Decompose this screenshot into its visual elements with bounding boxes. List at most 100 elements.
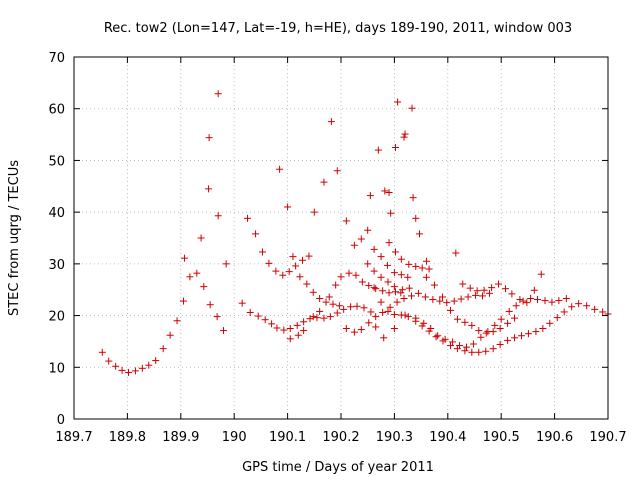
data-point [511, 314, 519, 322]
data-point [441, 335, 449, 343]
data-point [390, 325, 398, 332]
data-point [404, 273, 412, 281]
data-point [391, 288, 399, 296]
data-point [583, 302, 591, 310]
data-point [390, 269, 398, 277]
data-point [367, 308, 375, 316]
data-point [357, 235, 365, 243]
data-point [379, 308, 387, 316]
data-point [385, 289, 393, 297]
data-point [459, 280, 467, 288]
data-point [472, 291, 480, 299]
x-axis-label: GPS time / Days of year 2011 [242, 460, 434, 475]
data-point [179, 297, 187, 305]
data-point [534, 296, 542, 304]
data-point [268, 320, 276, 328]
data-point [429, 296, 437, 304]
data-point [391, 248, 399, 256]
data-point [591, 305, 599, 313]
y-tick-label: 70 [48, 51, 65, 66]
data-point [488, 284, 496, 292]
y-axis-label: STEC from uqrg / TECUs [7, 160, 22, 316]
data-point [446, 342, 454, 350]
x-tick-label: 190.5 [483, 430, 520, 445]
data-point [397, 255, 405, 263]
data-point [427, 325, 435, 332]
data-point [434, 332, 442, 340]
data-point [394, 98, 402, 106]
data-point [468, 321, 476, 329]
data-point [316, 307, 324, 315]
data-point [374, 146, 382, 154]
data-point [446, 306, 454, 314]
x-tick-label: 190.3 [376, 430, 413, 445]
data-point [418, 264, 426, 272]
data-point [482, 329, 490, 337]
data-point [523, 299, 531, 307]
data-point [380, 334, 388, 342]
data-point [244, 214, 252, 222]
data-point [345, 269, 353, 277]
data-point [464, 293, 472, 301]
data-point [420, 319, 428, 327]
data-point [383, 261, 391, 269]
data-point [384, 307, 392, 315]
data-point [412, 262, 420, 270]
data-point [453, 315, 461, 323]
data-point [414, 289, 422, 297]
data-point [246, 308, 254, 316]
data-point [309, 313, 317, 321]
data-point [214, 90, 222, 98]
data-point [325, 293, 333, 301]
data-point [152, 357, 160, 365]
data-point [186, 273, 194, 281]
data-point [296, 273, 304, 281]
data-point [401, 130, 409, 138]
data-point [400, 295, 408, 303]
y-tick-labels: 0 10 20 30 40 50 60 70 [48, 51, 65, 428]
data-point [401, 311, 409, 319]
data-point [408, 104, 416, 112]
data-point [265, 259, 273, 267]
data-point [461, 347, 469, 355]
data-point [286, 335, 294, 343]
data-point [541, 297, 549, 305]
data-point [385, 239, 393, 247]
data-point [553, 314, 561, 322]
data-point [340, 305, 348, 313]
data-point [159, 345, 167, 353]
data-point [316, 295, 324, 303]
data-point [532, 328, 540, 336]
data-point [193, 269, 201, 277]
data-point [407, 292, 415, 300]
data-point [286, 325, 294, 332]
data-point [443, 299, 451, 307]
data-point [479, 292, 487, 300]
data-point [530, 286, 538, 294]
data-point [501, 285, 509, 293]
data-point [548, 298, 556, 306]
data-point [393, 298, 401, 306]
data-point [259, 248, 267, 256]
data-point [480, 286, 488, 294]
data-point [562, 295, 570, 303]
data-point [475, 327, 483, 335]
x-tick-label: 190.1 [269, 430, 306, 445]
data-point [599, 308, 607, 316]
axis-ticks [73, 56, 609, 420]
x-tick-label: 190.4 [429, 430, 466, 445]
data-point [138, 364, 146, 372]
data-point [409, 194, 417, 202]
data-point [124, 368, 132, 376]
data-point [517, 332, 525, 340]
data-point [372, 313, 380, 321]
data-point [364, 226, 372, 234]
data-point [519, 297, 527, 305]
data-point [475, 348, 483, 356]
data-point [173, 317, 181, 325]
data-point [342, 325, 350, 332]
data-point [405, 284, 413, 292]
data-point [422, 257, 430, 265]
data-point [206, 301, 214, 309]
data-point [390, 283, 398, 291]
